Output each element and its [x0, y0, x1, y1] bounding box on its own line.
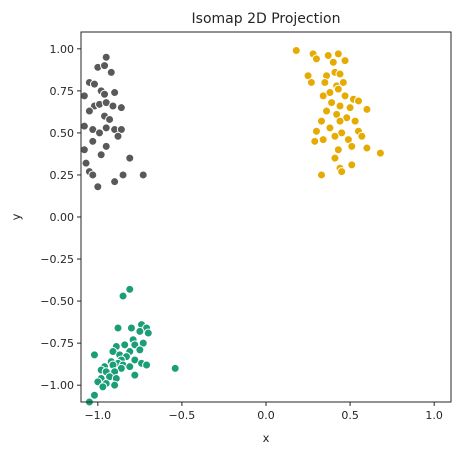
data-point-series-1: [89, 79, 99, 89]
y-tick-label: 1.00: [50, 43, 75, 56]
data-point-series-2: [340, 56, 350, 66]
data-point-series-2: [318, 91, 328, 101]
x-tick-label: 0.5: [341, 409, 359, 422]
data-point-series-3: [125, 284, 135, 294]
data-point-series-3: [135, 326, 145, 336]
data-point-series-1: [125, 153, 135, 163]
data-point-series-2: [333, 84, 343, 94]
data-point-series-2: [291, 46, 301, 55]
y-tick-label: −1.00: [40, 379, 74, 392]
data-point-series-2: [330, 131, 340, 141]
data-point-series-3: [118, 291, 128, 301]
data-point-series-2: [345, 103, 355, 113]
y-tick-label: −0.50: [40, 295, 74, 308]
data-point-series-1: [84, 106, 94, 116]
y-tick-label: 0.00: [50, 211, 75, 224]
data-point-series-2: [337, 167, 347, 177]
y-tick-label: 0.25: [50, 169, 75, 182]
data-point-series-1: [88, 136, 98, 146]
x-tick-label: −0.5: [169, 409, 196, 422]
data-point-series-2: [320, 77, 330, 87]
scatter-points: [79, 46, 385, 407]
data-point-series-1: [113, 131, 123, 141]
data-point-series-3: [130, 370, 140, 380]
data-point-series-2: [338, 77, 348, 87]
data-point-series-2: [306, 77, 316, 87]
data-point-series-3: [135, 345, 145, 355]
data-point-series-1: [118, 170, 128, 180]
chart-title: Isomap 2D Projection: [192, 11, 341, 27]
data-point-series-2: [328, 57, 338, 67]
data-point-series-1: [108, 101, 118, 111]
data-point-series-3: [110, 380, 120, 390]
data-point-series-2: [323, 51, 333, 61]
data-point-series-2: [347, 141, 357, 151]
y-axis-label: y: [9, 213, 23, 220]
data-point-series-1: [116, 103, 126, 113]
data-point-series-1: [88, 170, 98, 180]
data-point-series-3: [126, 323, 136, 333]
data-point-series-1: [79, 91, 89, 101]
data-point-series-3: [125, 362, 135, 372]
data-point-series-2: [333, 145, 343, 155]
data-point-series-3: [98, 382, 108, 392]
data-point-series-1: [100, 61, 110, 71]
data-point-series-2: [333, 49, 343, 59]
data-point-series-1: [101, 52, 111, 62]
data-point-series-1: [110, 177, 120, 187]
data-point-series-1: [110, 88, 120, 98]
data-point-series-3: [170, 363, 180, 373]
data-point-series-2: [325, 123, 335, 133]
data-point-series-2: [375, 148, 385, 158]
data-point-series-2: [311, 126, 321, 136]
data-point-series-2: [311, 54, 321, 64]
data-point-series-2: [317, 170, 326, 180]
y-tick-label: −0.75: [40, 337, 74, 350]
data-point-series-2: [347, 160, 357, 170]
data-point-series-3: [142, 360, 152, 370]
data-point-series-1: [101, 141, 111, 151]
x-tick-label: 0.0: [257, 409, 275, 422]
data-point-series-1: [105, 114, 115, 124]
data-point-series-2: [350, 116, 360, 126]
data-point-series-1: [100, 89, 110, 99]
y-tick-label: 0.75: [50, 85, 75, 98]
data-point-series-2: [335, 101, 345, 111]
plot-area-frame: [80, 31, 452, 403]
data-point-series-1: [79, 121, 89, 131]
data-point-series-2: [340, 91, 350, 101]
data-point-series-2: [354, 96, 363, 106]
data-point-series-1: [81, 158, 91, 168]
data-point-series-1: [79, 145, 89, 155]
data-point-series-2: [335, 116, 345, 126]
data-point-series-2: [362, 143, 372, 153]
data-point-series-2: [357, 131, 367, 141]
data-point-series-2: [327, 98, 337, 108]
data-point-series-3: [113, 323, 123, 333]
data-point-series-3: [143, 328, 153, 338]
data-point-series-1: [96, 150, 106, 160]
data-point-series-2: [330, 153, 340, 163]
data-point-series-1: [95, 128, 104, 138]
axis-ticks: −1.0 −0.5 0.0 0.5 1.0 1.00 0.75 0.50 0.25 0.00 −0.…: [40, 43, 443, 422]
x-tick-label: −1.0: [84, 409, 111, 422]
data-point-series-2: [318, 135, 328, 145]
x-tick-label: 1.0: [425, 409, 443, 422]
data-point-series-1: [101, 123, 111, 133]
data-point-series-1: [93, 182, 103, 192]
data-point-series-2: [322, 106, 332, 116]
data-point-series-3: [120, 340, 130, 350]
data-point-series-2: [310, 136, 320, 146]
data-point-series-2: [362, 104, 372, 114]
data-point-series-2: [335, 69, 345, 79]
data-point-series-3: [89, 390, 99, 400]
data-point-series-2: [317, 116, 326, 126]
data-point-series-3: [89, 350, 99, 360]
data-point-series-1: [106, 67, 116, 77]
x-axis-label: x: [263, 431, 270, 445]
y-tick-label: −0.25: [40, 253, 74, 266]
y-tick-label: 0.50: [50, 127, 75, 140]
data-point-series-1: [138, 170, 148, 180]
